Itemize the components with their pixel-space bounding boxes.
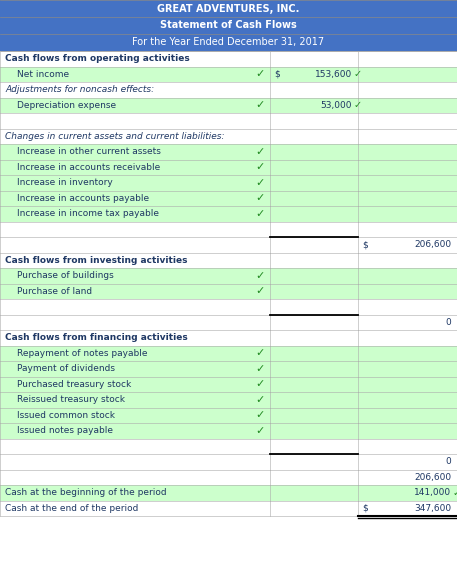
Text: $: $ <box>362 504 368 513</box>
Text: ✓: ✓ <box>255 364 265 374</box>
Text: Purchase of buildings: Purchase of buildings <box>17 271 114 280</box>
Text: 53,000: 53,000 <box>320 101 352 110</box>
Text: ✓: ✓ <box>255 395 265 404</box>
Text: ✓: ✓ <box>255 209 265 219</box>
Text: ✓: ✓ <box>453 488 457 498</box>
Bar <box>0 159 457 175</box>
Text: ✓: ✓ <box>255 178 265 188</box>
Text: ✓: ✓ <box>255 193 265 203</box>
Text: ✓: ✓ <box>255 147 265 157</box>
Text: 206,600: 206,600 <box>414 473 451 482</box>
Text: 153,600: 153,600 <box>315 70 352 78</box>
Text: ✓: ✓ <box>255 271 265 281</box>
Text: ✓: ✓ <box>255 379 265 389</box>
Bar <box>0 82 457 98</box>
Text: ✓: ✓ <box>255 286 265 296</box>
Text: Issued common stock: Issued common stock <box>17 411 115 419</box>
Text: Cash flows from financing activities: Cash flows from financing activities <box>5 334 188 342</box>
Bar <box>0 17 457 34</box>
Text: Increase in other current assets: Increase in other current assets <box>17 147 161 156</box>
Bar <box>0 237 457 253</box>
Bar <box>0 66 457 82</box>
Text: 0: 0 <box>445 318 451 327</box>
Bar <box>0 51 457 66</box>
Text: ✓: ✓ <box>255 426 265 436</box>
Bar <box>0 392 457 407</box>
Text: ✓: ✓ <box>255 100 265 110</box>
Bar <box>0 175 457 190</box>
Text: ✓: ✓ <box>354 100 362 110</box>
Bar <box>0 485 457 500</box>
Text: $: $ <box>362 240 368 249</box>
Bar <box>0 470 457 485</box>
Bar <box>0 268 457 283</box>
Text: $: $ <box>274 70 280 78</box>
Bar <box>0 283 457 299</box>
Text: Reissued treasury stock: Reissued treasury stock <box>17 395 125 404</box>
Text: Increase in inventory: Increase in inventory <box>17 178 113 188</box>
Bar <box>0 129 457 144</box>
Text: ✓: ✓ <box>354 69 362 79</box>
Text: For the Year Ended December 31, 2017: For the Year Ended December 31, 2017 <box>133 38 324 47</box>
Text: Issued notes payable: Issued notes payable <box>17 426 113 435</box>
Bar <box>0 113 457 129</box>
Bar <box>0 314 457 330</box>
Bar <box>0 190 457 206</box>
Bar <box>0 222 457 237</box>
Bar <box>0 439 457 454</box>
Text: Repayment of notes payable: Repayment of notes payable <box>17 349 148 358</box>
Bar <box>0 361 457 377</box>
Text: Statement of Cash Flows: Statement of Cash Flows <box>160 21 297 31</box>
Bar <box>0 144 457 159</box>
Text: Increase in income tax payable: Increase in income tax payable <box>17 209 159 218</box>
Text: Increase in accounts payable: Increase in accounts payable <box>17 194 149 203</box>
Text: GREAT ADVENTURES, INC.: GREAT ADVENTURES, INC. <box>157 3 300 13</box>
Bar <box>0 454 457 470</box>
Bar <box>0 407 457 423</box>
Bar <box>0 34 457 51</box>
Text: 0: 0 <box>445 457 451 466</box>
Text: Changes in current assets and current liabilities:: Changes in current assets and current li… <box>5 132 224 141</box>
Text: ✓: ✓ <box>255 69 265 79</box>
Bar <box>0 98 457 113</box>
Text: Depreciation expense: Depreciation expense <box>17 101 116 110</box>
Bar <box>0 500 457 516</box>
Text: 206,600: 206,600 <box>414 240 451 249</box>
Text: ✓: ✓ <box>255 410 265 420</box>
Text: 141,000: 141,000 <box>414 488 451 497</box>
Text: Adjustments for noncash effects:: Adjustments for noncash effects: <box>5 85 154 94</box>
Bar <box>0 0 457 17</box>
Text: ✓: ✓ <box>255 162 265 173</box>
Text: Cash flows from operating activities: Cash flows from operating activities <box>5 54 190 63</box>
Bar <box>0 423 457 439</box>
Text: Net income: Net income <box>17 70 69 78</box>
Bar <box>0 206 457 222</box>
Bar <box>0 330 457 346</box>
Text: Purchased treasury stock: Purchased treasury stock <box>17 380 131 389</box>
Text: Increase in accounts receivable: Increase in accounts receivable <box>17 163 160 172</box>
Text: Cash at the beginning of the period: Cash at the beginning of the period <box>5 488 167 497</box>
Bar <box>0 299 457 314</box>
Text: Cash at the end of the period: Cash at the end of the period <box>5 504 138 513</box>
Bar <box>0 253 457 268</box>
Text: Payment of dividends: Payment of dividends <box>17 364 115 373</box>
Text: Cash flows from investing activities: Cash flows from investing activities <box>5 256 187 265</box>
Bar <box>0 377 457 392</box>
Bar <box>0 346 457 361</box>
Text: ✓: ✓ <box>255 349 265 358</box>
Text: Purchase of land: Purchase of land <box>17 287 92 296</box>
Text: 347,600: 347,600 <box>414 504 451 513</box>
